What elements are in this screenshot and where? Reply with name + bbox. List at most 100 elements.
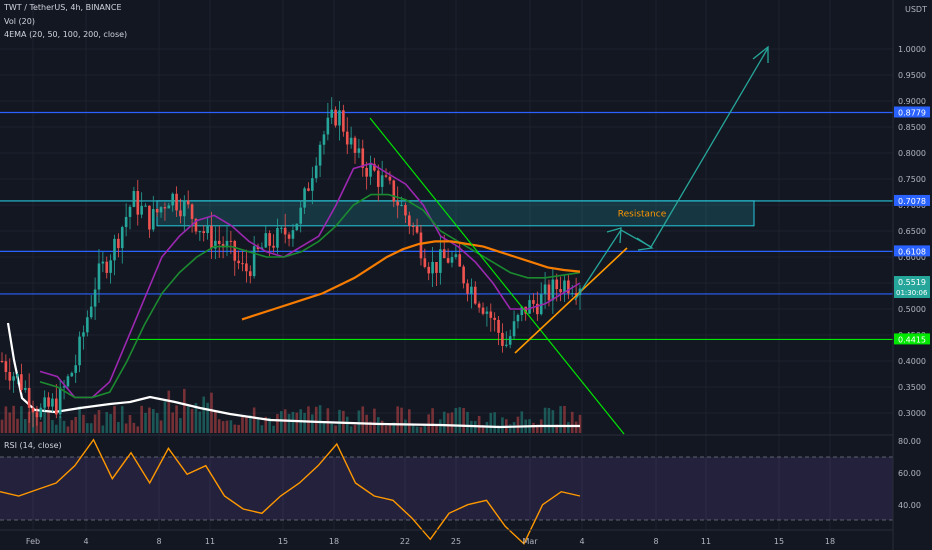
volume-bar (369, 421, 372, 433)
candle-body (473, 286, 477, 304)
candle-body (477, 303, 481, 308)
volume-bar (477, 415, 481, 433)
volume-bar (388, 424, 392, 433)
price-label-text: 0.7078 (898, 197, 926, 206)
price-tick-label: 0.4000 (898, 357, 926, 366)
candle-body (311, 178, 314, 191)
volume-bar (431, 408, 434, 433)
volume-bar (574, 421, 578, 433)
candle-body (183, 200, 186, 217)
candle-body (272, 245, 275, 248)
candle-body (303, 188, 306, 208)
candle-body (264, 233, 268, 248)
price-tick-label: 0.8500 (898, 123, 926, 132)
horizontal-levels[interactable] (0, 111, 893, 341)
volume-bar (206, 402, 209, 433)
time-tick-label: 18 (329, 537, 339, 546)
candle-body (190, 204, 194, 219)
candle-body (338, 110, 341, 126)
volume-bar (458, 407, 462, 433)
candle-body (155, 209, 159, 213)
volume-bar (128, 415, 132, 433)
candle-body (229, 240, 233, 242)
candle-body (74, 365, 78, 373)
volume-bar (287, 413, 291, 433)
volume-bar (423, 425, 427, 433)
candle-body (423, 258, 427, 267)
volume-bar (101, 425, 105, 433)
volume-bar (198, 411, 202, 433)
candle-body (446, 258, 450, 263)
volume-bar (489, 412, 493, 433)
candle-body (388, 176, 392, 181)
time-tick-label: 4 (579, 537, 584, 546)
symbol-legend[interactable]: TWT / TetherUS, 4h, BINANCE (4, 3, 122, 12)
candle-body (326, 117, 330, 135)
volume-bar (547, 407, 551, 433)
price-label-box (894, 194, 930, 206)
volume-bar (551, 410, 555, 433)
candle-body (198, 231, 202, 233)
volume-bar (272, 425, 275, 433)
downtrend-line[interactable] (369, 117, 625, 435)
volume-bar (248, 415, 252, 433)
candle-body (563, 280, 566, 293)
price-tick-label: 0.9500 (898, 71, 926, 80)
volume-bar (303, 412, 306, 433)
ema-legend[interactable]: 4EMA (20, 50, 100, 200, close) (4, 30, 128, 39)
projection-arrowhead-3 (752, 45, 769, 63)
volume-legend[interactable]: Vol (20) (4, 17, 35, 26)
volume-bar (47, 409, 50, 433)
price-label-text: 0.8779 (898, 108, 926, 117)
candle-body (163, 207, 167, 209)
candle-body (179, 210, 182, 217)
volume-bar (516, 416, 520, 433)
volume-bar (155, 412, 159, 433)
rsi-legend[interactable]: RSI (14, close) (4, 441, 62, 450)
candle-body (411, 225, 415, 227)
volume-bar (183, 388, 186, 433)
countdown-label: 01:30:06 (896, 289, 928, 297)
candle-body (349, 137, 353, 145)
volume-bar (124, 423, 128, 433)
volume-bar (0, 419, 4, 433)
candle-body (97, 263, 101, 290)
candle-body (132, 191, 136, 207)
time-axis[interactable]: Feb 4 8 11 15 18 22 25 Mar 4 8 11 15 18 (26, 537, 835, 546)
candle-body (202, 231, 206, 234)
candle-body (70, 372, 74, 377)
candle-body (4, 361, 8, 372)
volume-bar (404, 419, 407, 433)
candle-body (543, 284, 547, 295)
volume-bar (70, 420, 74, 433)
candle-body (431, 261, 434, 274)
candle-body (225, 240, 229, 248)
resistance-zone[interactable] (156, 200, 755, 227)
candle-body (248, 271, 252, 277)
volume-bar (8, 412, 12, 433)
volume-bar (39, 421, 43, 433)
candle-body (287, 234, 291, 239)
candle-body (322, 134, 326, 145)
chart-grid (0, 0, 893, 530)
candle-body (345, 131, 349, 145)
candle-body (93, 289, 97, 307)
volume-bar (314, 406, 318, 433)
volume-bar (190, 408, 194, 433)
volume-bar (330, 423, 334, 433)
volume-bar (171, 412, 174, 433)
volume-bar (462, 408, 465, 433)
volume-bar (260, 425, 264, 433)
volume-bar (62, 420, 66, 433)
price-axis[interactable]: 1.0000 0.9500 0.9000 0.8500 0.8000 0.7500 0.70… (898, 45, 926, 418)
candle-body (159, 207, 163, 213)
projection-path[interactable] (574, 47, 769, 301)
candle-body (62, 386, 66, 388)
candle-body (454, 254, 458, 258)
uptrend-line[interactable] (514, 247, 628, 354)
volume-bar (93, 414, 97, 433)
volume-bar (392, 422, 396, 433)
volume-bar (55, 424, 58, 433)
candle-body (380, 175, 384, 187)
